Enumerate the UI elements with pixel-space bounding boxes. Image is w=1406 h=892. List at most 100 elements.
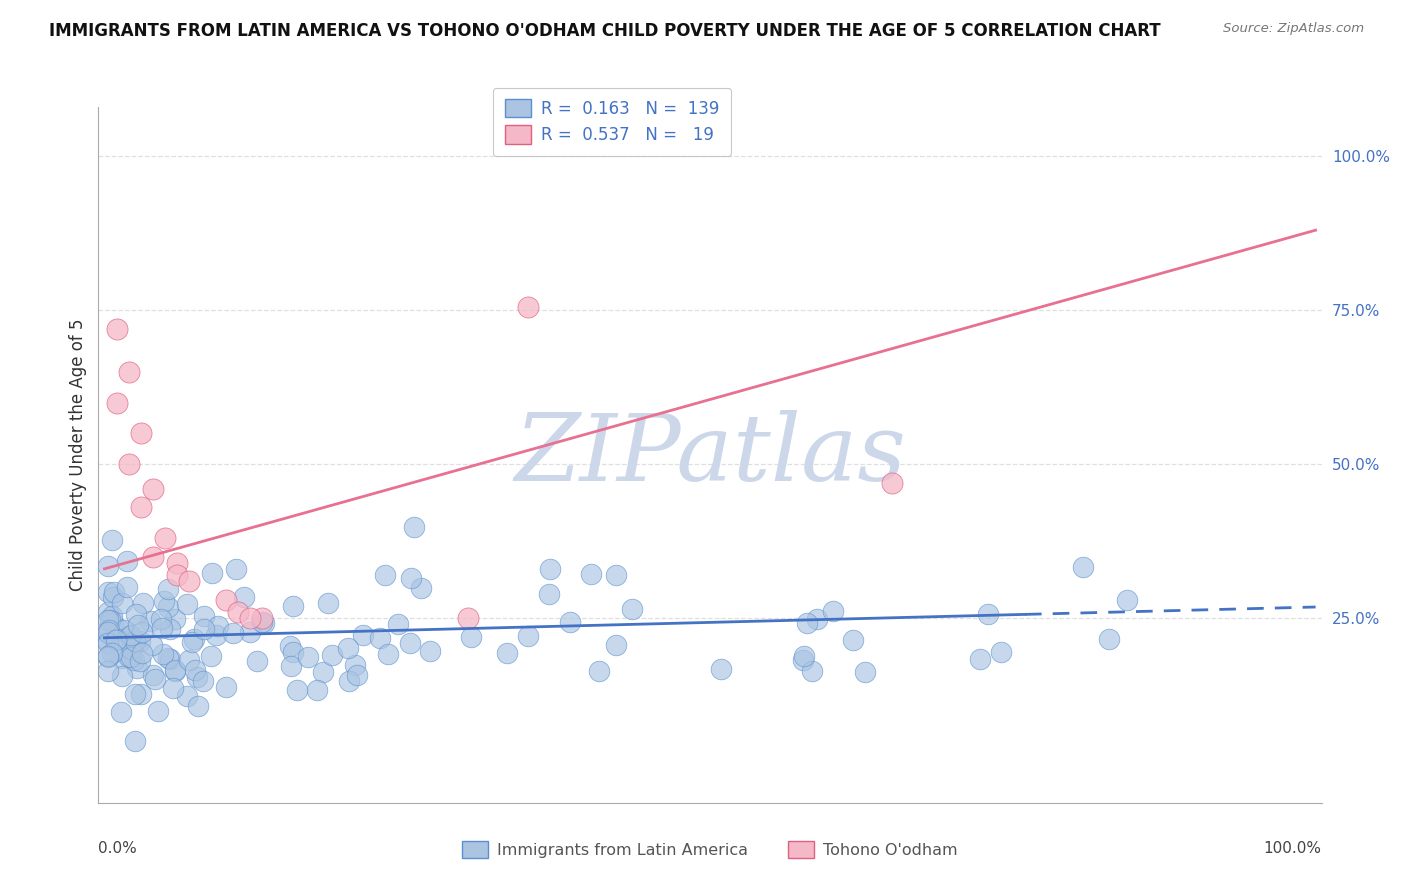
Point	[1116, 593, 1139, 607]
Point	[110, 650, 132, 665]
Point	[143, 672, 166, 686]
Point	[97, 625, 120, 640]
Point	[321, 648, 343, 662]
Point	[800, 664, 823, 678]
Point	[100, 608, 122, 623]
Y-axis label: Child Poverty Under the Age of 5: Child Poverty Under the Age of 5	[69, 318, 87, 591]
Point	[183, 663, 205, 677]
Point	[129, 634, 152, 648]
Point	[537, 587, 560, 601]
Point	[411, 581, 433, 595]
Point	[581, 567, 603, 582]
Point	[105, 632, 128, 647]
Point	[131, 624, 153, 639]
Point	[183, 632, 205, 646]
Point	[401, 571, 423, 585]
Point	[374, 568, 396, 582]
Text: ZIPatlas: ZIPatlas	[515, 410, 905, 500]
Point	[977, 607, 1000, 621]
Point	[205, 628, 228, 642]
Point	[159, 652, 181, 666]
Point	[127, 618, 149, 632]
Point	[495, 647, 517, 661]
Point	[157, 599, 180, 614]
Point	[101, 590, 124, 604]
Point	[110, 706, 132, 720]
Point	[129, 500, 152, 515]
Point	[112, 623, 135, 637]
Point	[125, 661, 148, 675]
Point	[179, 574, 201, 589]
Point	[132, 595, 155, 609]
Point	[166, 568, 188, 582]
Point	[131, 646, 153, 660]
Point	[399, 636, 422, 650]
Point	[346, 667, 368, 681]
Point	[176, 690, 198, 704]
Point	[253, 615, 276, 630]
Point	[142, 549, 165, 564]
Point	[460, 630, 482, 644]
Point	[118, 649, 141, 664]
Point	[162, 681, 184, 695]
Point	[305, 682, 328, 697]
Point	[108, 622, 131, 636]
Point	[97, 585, 120, 599]
Point	[97, 605, 120, 619]
Point	[239, 624, 262, 639]
Point	[150, 612, 173, 626]
Point	[588, 665, 610, 679]
Point	[97, 634, 120, 648]
Point	[138, 614, 160, 628]
Point	[97, 648, 120, 663]
Point	[100, 613, 122, 627]
Point	[97, 613, 120, 627]
Point	[710, 662, 733, 676]
Point	[142, 668, 165, 682]
Point	[1071, 559, 1094, 574]
Point	[120, 649, 142, 664]
Point	[115, 581, 138, 595]
Point	[105, 633, 128, 648]
Point	[153, 594, 176, 608]
Point	[517, 628, 540, 642]
Point	[157, 651, 180, 665]
Point	[97, 635, 120, 649]
Point	[233, 590, 256, 604]
Point	[620, 602, 643, 616]
Point	[225, 562, 247, 576]
Point	[124, 734, 146, 748]
Point	[239, 611, 262, 625]
Point	[191, 673, 214, 688]
Point	[142, 482, 165, 496]
Point	[120, 628, 142, 642]
Point	[193, 622, 215, 636]
Point	[163, 612, 186, 626]
Point	[377, 647, 399, 661]
Point	[278, 639, 301, 653]
Point	[283, 645, 305, 659]
Point	[517, 300, 540, 314]
Point	[538, 562, 561, 576]
Point	[105, 321, 128, 335]
Point	[793, 648, 815, 663]
Point	[97, 650, 120, 665]
Point	[246, 654, 269, 668]
Point	[125, 607, 148, 621]
Point	[165, 664, 187, 678]
Point	[97, 626, 120, 640]
Text: Source: ZipAtlas.com: Source: ZipAtlas.com	[1223, 22, 1364, 36]
Point	[387, 617, 409, 632]
Point	[457, 611, 479, 625]
Point	[880, 475, 903, 490]
Point	[118, 457, 141, 471]
Point	[101, 646, 124, 660]
Point	[226, 605, 249, 619]
Point	[124, 687, 146, 701]
Point	[103, 585, 125, 599]
Point	[156, 582, 179, 596]
Point	[343, 658, 366, 673]
Point	[100, 533, 122, 548]
Point	[1098, 632, 1121, 646]
Point	[97, 559, 120, 574]
